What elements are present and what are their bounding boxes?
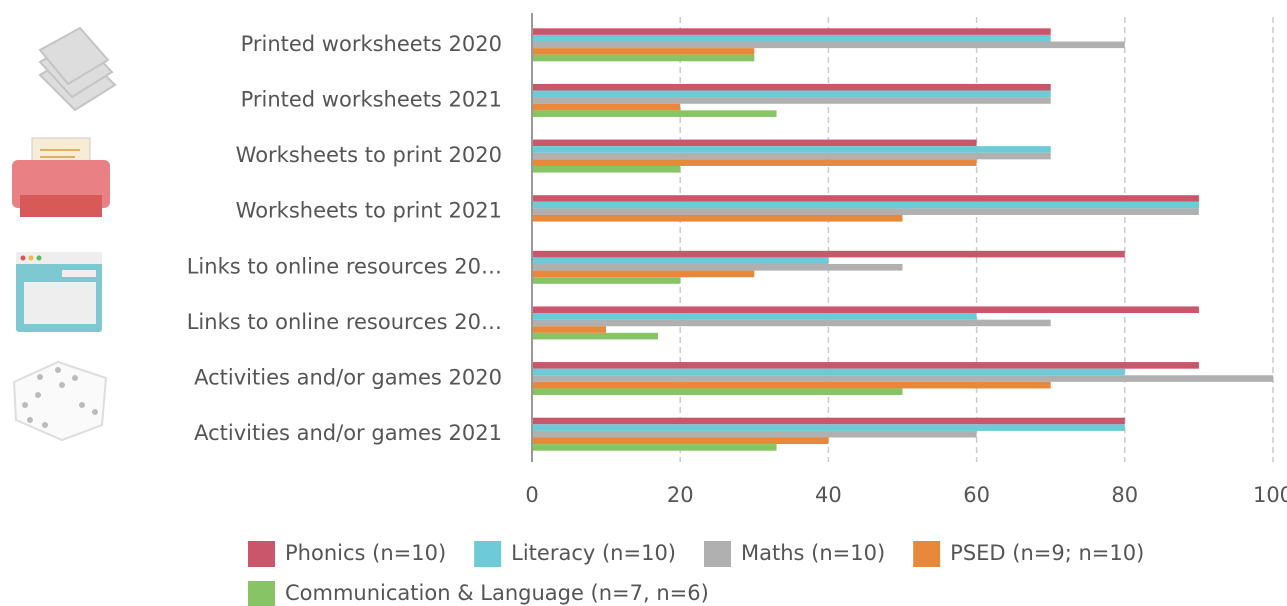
bar	[532, 319, 1051, 327]
category-label: Worksheets to print 2020	[236, 143, 502, 167]
legend-label: Maths (n=10)	[741, 541, 885, 565]
legend-swatch	[248, 541, 275, 567]
bar	[532, 332, 658, 340]
dice-icon	[12, 360, 108, 442]
bar	[532, 388, 903, 396]
bar	[532, 195, 1199, 202]
x-tick-label: 20	[667, 483, 694, 507]
bar	[532, 90, 1051, 98]
legend-swatch	[474, 541, 502, 567]
bar	[532, 430, 977, 438]
legend-swatch	[913, 541, 941, 567]
bar	[532, 270, 755, 278]
bar	[532, 375, 1273, 382]
bar	[532, 34, 1051, 42]
legend-label: Literacy (n=10)	[511, 541, 676, 565]
bar	[532, 146, 1051, 153]
bar	[532, 313, 977, 320]
bar	[532, 437, 829, 445]
bar	[532, 257, 829, 265]
x-tick-label: 80	[1111, 483, 1138, 507]
category-label: Worksheets to print 2021	[236, 199, 502, 223]
bar	[532, 264, 903, 271]
bar	[532, 208, 1199, 215]
bar	[532, 28, 1051, 35]
bar	[532, 110, 777, 117]
bar	[532, 277, 681, 284]
bar	[532, 424, 1125, 431]
category-label: Links to online resources 20…	[187, 254, 502, 278]
x-tick-label: 0	[525, 483, 538, 507]
bar	[532, 444, 777, 451]
bar	[532, 250, 1125, 258]
paper-icon	[38, 26, 117, 112]
bar	[532, 306, 1199, 314]
bar	[532, 103, 681, 111]
category-label: Printed worksheets 2021	[241, 87, 502, 111]
bar	[532, 83, 1051, 91]
legend-label: Communication & Language (n=7, n=6)	[285, 581, 709, 605]
bar	[532, 165, 681, 173]
bar	[532, 48, 755, 55]
printer-icon	[12, 137, 110, 217]
bar	[532, 41, 1125, 49]
icons	[12, 26, 117, 442]
bar	[532, 152, 1051, 160]
category-label: Activities and/or games 2020	[194, 366, 502, 390]
bar	[532, 139, 977, 147]
bar	[532, 201, 1199, 209]
bar	[532, 97, 1051, 104]
category-label: Printed worksheets 2020	[241, 32, 502, 56]
category-label: Activities and/or games 2021	[194, 421, 502, 445]
legend-label: PSED (n=9; n=10)	[950, 541, 1144, 565]
legend-swatch	[248, 581, 275, 606]
category-label: Links to online resources 20…	[187, 310, 502, 334]
browser-icon	[16, 252, 102, 332]
bar	[532, 362, 1199, 369]
bar	[532, 381, 1051, 389]
legend-swatch	[704, 541, 731, 567]
bar	[532, 159, 977, 166]
bar	[532, 368, 1125, 376]
bar	[532, 326, 607, 333]
bar	[532, 417, 1125, 425]
x-tick-label: 100	[1253, 483, 1287, 507]
bar	[532, 54, 755, 62]
legend-label: Phonics (n=10)	[285, 541, 446, 565]
x-tick-label: 40	[815, 483, 842, 507]
bar	[532, 214, 903, 222]
x-tick-label: 60	[963, 483, 990, 507]
